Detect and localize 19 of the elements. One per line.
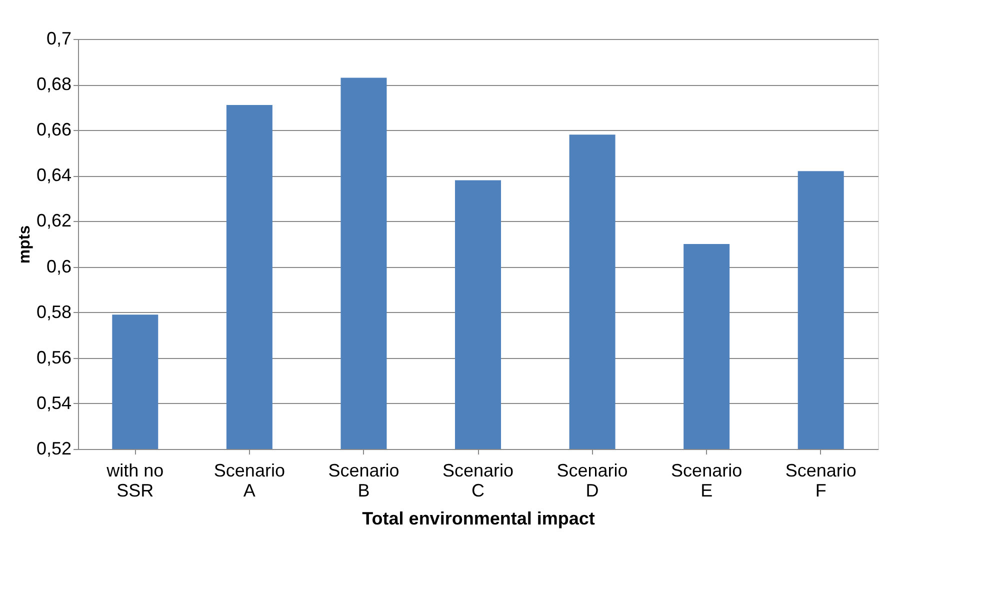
y-tick-label: 0,58 (36, 302, 72, 322)
y-tick-label: 0,7 (46, 28, 72, 48)
y-tick-label: 0,54 (36, 392, 72, 413)
y-tick-label: 0,6 (46, 256, 72, 276)
x-tick-label: Scenario B (328, 460, 400, 500)
y-tick-label: 0,64 (36, 165, 72, 186)
y-tick-label: 0,56 (36, 347, 72, 368)
y-tick-label: 0,62 (36, 210, 72, 231)
x-axis-title: Total environmental impact (362, 508, 595, 528)
y-tick-label: 0,68 (36, 74, 72, 94)
x-tick-label: with no SSR (106, 460, 164, 500)
x-tick-label: Scenario A (214, 460, 285, 500)
x-tick-label: Scenario E (671, 460, 742, 500)
y-axis-title: mpts (16, 225, 34, 264)
y-tick-label: 0,52 (36, 438, 72, 458)
y-tick-label: 0,66 (36, 120, 72, 140)
x-tick-label: Scenario D (556, 460, 628, 500)
x-tick-label: Scenario F (785, 460, 856, 500)
x-tick-label: Scenario C (442, 460, 514, 500)
